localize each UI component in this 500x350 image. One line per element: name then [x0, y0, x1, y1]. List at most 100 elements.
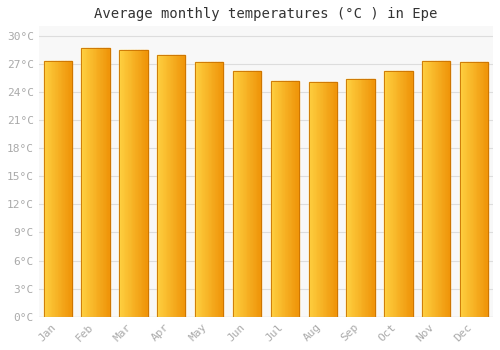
Bar [96, 48, 97, 317]
Bar [134, 50, 135, 317]
Bar [181, 55, 182, 317]
Bar [70, 61, 72, 317]
Bar [428, 61, 429, 317]
Bar [50, 61, 52, 317]
Bar [100, 48, 102, 317]
Bar [486, 62, 487, 317]
Bar [182, 55, 184, 317]
Bar [320, 82, 322, 317]
Bar [238, 71, 240, 317]
Bar [195, 62, 196, 317]
Bar [163, 55, 164, 317]
Bar [108, 48, 110, 317]
Bar [198, 62, 199, 317]
Bar [436, 61, 438, 317]
Bar [220, 62, 222, 317]
Bar [195, 62, 224, 317]
Bar [422, 61, 424, 317]
Bar [352, 79, 354, 317]
Bar [45, 61, 46, 317]
Bar [358, 79, 359, 317]
Bar [210, 62, 212, 317]
Bar [218, 62, 219, 317]
Bar [278, 80, 279, 317]
Bar [124, 50, 125, 317]
Bar [331, 82, 332, 317]
Bar [330, 82, 331, 317]
Bar [360, 79, 362, 317]
Bar [214, 62, 215, 317]
Bar [196, 62, 198, 317]
Bar [160, 55, 162, 317]
Bar [439, 61, 440, 317]
Bar [487, 62, 488, 317]
Bar [390, 71, 392, 317]
Bar [362, 79, 364, 317]
Bar [157, 55, 186, 317]
Bar [322, 82, 324, 317]
Bar [208, 62, 209, 317]
Bar [138, 50, 139, 317]
Bar [370, 79, 372, 317]
Bar [284, 80, 285, 317]
Bar [290, 80, 292, 317]
Bar [168, 55, 170, 317]
Bar [386, 71, 387, 317]
Bar [270, 80, 272, 317]
Bar [195, 62, 224, 317]
Bar [55, 61, 56, 317]
Bar [240, 71, 242, 317]
Bar [88, 48, 90, 317]
Bar [354, 79, 355, 317]
Bar [445, 61, 446, 317]
Bar [365, 79, 366, 317]
Bar [204, 62, 205, 317]
Bar [242, 71, 244, 317]
Bar [164, 55, 166, 317]
Bar [424, 61, 425, 317]
Bar [212, 62, 214, 317]
Bar [484, 62, 486, 317]
Bar [68, 61, 69, 317]
Bar [60, 61, 62, 317]
Bar [474, 62, 476, 317]
Bar [128, 50, 129, 317]
Bar [132, 50, 134, 317]
Bar [408, 71, 410, 317]
Bar [298, 80, 299, 317]
Bar [384, 71, 386, 317]
Bar [289, 80, 290, 317]
Bar [86, 48, 87, 317]
Bar [92, 48, 94, 317]
Bar [144, 50, 145, 317]
Bar [422, 61, 450, 317]
Bar [172, 55, 174, 317]
Bar [292, 80, 294, 317]
Bar [65, 61, 66, 317]
Bar [384, 71, 412, 317]
Bar [252, 71, 254, 317]
Bar [209, 62, 210, 317]
Bar [94, 48, 96, 317]
Bar [350, 79, 352, 317]
Bar [476, 62, 477, 317]
Bar [482, 62, 484, 317]
Bar [481, 62, 482, 317]
Bar [234, 71, 235, 317]
Bar [254, 71, 256, 317]
Bar [237, 71, 238, 317]
Bar [470, 62, 472, 317]
Bar [308, 82, 337, 317]
Bar [324, 82, 326, 317]
Bar [346, 79, 375, 317]
Bar [369, 79, 370, 317]
Bar [83, 48, 84, 317]
Bar [184, 55, 186, 317]
Bar [233, 71, 261, 317]
Bar [180, 55, 181, 317]
Bar [215, 62, 216, 317]
Bar [270, 80, 299, 317]
Bar [174, 55, 176, 317]
Bar [384, 71, 412, 317]
Bar [44, 61, 45, 317]
